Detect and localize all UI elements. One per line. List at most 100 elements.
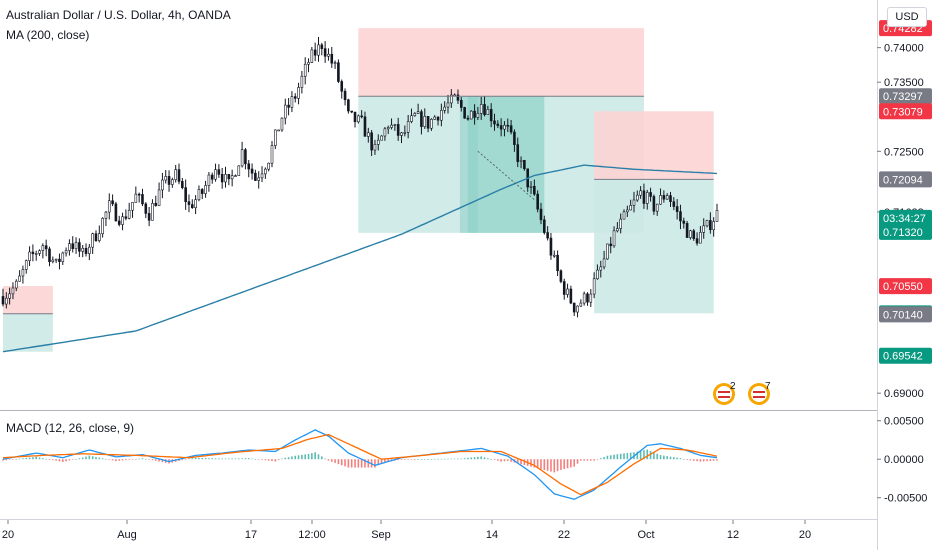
candle-body [144, 203, 148, 214]
candle-body [609, 243, 613, 247]
candle-body [81, 247, 85, 252]
candle-body [124, 216, 128, 219]
macd-histogram-bar [330, 459, 333, 462]
macd-histogram-bar [234, 458, 237, 460]
macd-histogram-bar [623, 453, 625, 460]
take-profit-zone[interactable] [3, 313, 53, 352]
candle-body [669, 195, 672, 202]
candle-body [357, 115, 360, 123]
price-axis[interactable]: 0.740000.735000.725000.716230.690000.742… [877, 20, 932, 400]
macd-histogram-bar [98, 457, 101, 460]
candle-body [579, 302, 583, 307]
macd-histogram-bar [105, 459, 107, 460]
macd-histogram-bar [68, 459, 71, 461]
stop-loss-zone[interactable] [594, 111, 714, 180]
candle-body [84, 247, 88, 254]
macd-histogram-bar [467, 457, 469, 460]
candle-body [350, 110, 353, 113]
macd-tick-label: 0.00500 [884, 416, 924, 428]
price-badge[interactable] [879, 88, 932, 105]
macd-histogram-bar [550, 459, 552, 472]
macd-histogram-bar [247, 458, 250, 460]
price-badge[interactable] [879, 306, 932, 323]
candle-body [533, 185, 536, 195]
price-badge[interactable] [879, 209, 932, 240]
candle-body [509, 125, 513, 133]
candle-body [181, 181, 184, 188]
price-badge[interactable] [879, 103, 932, 120]
candle-body [161, 179, 164, 191]
price-badge[interactable] [879, 278, 932, 295]
ma-indicator-label[interactable]: MA (200, close) [6, 28, 90, 42]
time-tick-label: 12 [727, 529, 739, 541]
macd-histogram-bar [324, 458, 326, 460]
macd-histogram-bar [410, 459, 413, 460]
macd-histogram-bar [566, 459, 569, 469]
candle-body [250, 168, 254, 174]
candle-body [247, 163, 251, 170]
macd-histogram-bar [516, 459, 519, 464]
macd-histogram-bar [48, 459, 51, 460]
candle-body [433, 116, 437, 120]
candle-body [214, 169, 217, 180]
candle-body [675, 206, 679, 212]
macd-histogram-bar [413, 459, 416, 460]
candle-body [380, 135, 383, 141]
macd-histogram-bar [483, 457, 486, 460]
stop-loss-zone[interactable] [3, 286, 53, 314]
time-axis[interactable]: 20 Aug 17 12:00 Sep 14 22 Oct 12 20 [2, 520, 811, 541]
stop-loss-zone[interactable] [358, 28, 644, 97]
candle-body [440, 110, 443, 121]
macd-histogram-bar [487, 458, 489, 460]
macd-histogram-bar [291, 456, 293, 460]
macd-histogram-bar [2, 459, 4, 461]
price-badge-label: 0.73079 [883, 106, 923, 118]
macd-tick-label: 0.00000 [884, 454, 924, 466]
macd-histogram-bar [407, 459, 409, 460]
macd-histogram-bar [430, 458, 433, 460]
symbol-title[interactable]: Australian Dollar / U.S. Dollar, 4h, OAN… [6, 8, 231, 22]
macd-histogram-bar [473, 457, 476, 460]
macd-axis[interactable]: 0.00500 0.00000 -0.00500 [877, 416, 927, 505]
candle-body [682, 220, 686, 224]
price-badge-label: 0.72094 [883, 174, 923, 186]
macd-histogram-bar [350, 459, 353, 468]
candle-body [107, 200, 111, 213]
candle-body [71, 243, 75, 249]
macd-histogram-bar [274, 459, 277, 462]
candle-body [164, 176, 168, 181]
candle-body [91, 233, 94, 248]
currency-button[interactable]: USD [887, 7, 927, 27]
candle-body [217, 169, 221, 175]
candle-body [376, 139, 380, 145]
macd-histogram-bar [606, 455, 609, 460]
candle-body [274, 129, 277, 146]
candle-body [489, 109, 493, 122]
trade-entry-lines [3, 95, 714, 315]
candle-body [290, 96, 294, 108]
macd-histogram-bar [151, 459, 154, 461]
macd-histogram-bar [699, 459, 702, 462]
price-badge[interactable] [879, 347, 932, 364]
macd-histogram-bar [125, 459, 127, 461]
candle-body [347, 99, 350, 112]
price-badge-label: 0.70140 [883, 309, 923, 321]
position-zones[interactable] [3, 28, 714, 352]
macd-histogram-bar [576, 459, 579, 464]
candle-body [64, 250, 68, 254]
macd-histogram-bar [417, 459, 419, 460]
macd-line [2, 429, 718, 500]
macd-histogram-bar [546, 459, 549, 471]
candle-body [197, 189, 201, 201]
macd-histogram-bar [480, 456, 483, 460]
macd-histogram-bar [95, 456, 97, 460]
candle-body [400, 132, 403, 136]
price-badge[interactable] [879, 171, 932, 188]
candle-body [127, 209, 131, 219]
price-tick-label: 0.73500 [884, 77, 924, 89]
macd-indicator-label[interactable]: MACD (12, 26, close, 9) [6, 421, 135, 435]
macd-histogram-bar [35, 456, 38, 460]
candle-body [270, 145, 274, 164]
